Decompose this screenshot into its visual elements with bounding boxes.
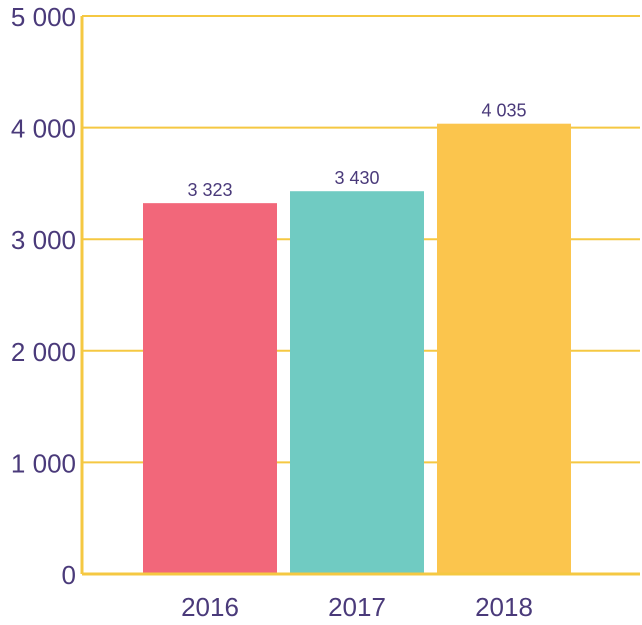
bar-2018	[437, 123, 571, 574]
x-tick-label-2016: 2016	[181, 592, 239, 622]
data-label-2018: 4 035	[481, 101, 526, 121]
y-tick-label: 2 000	[11, 337, 76, 367]
x-tick-labels: 2016 2017 2018	[181, 592, 533, 622]
y-tick-label: 1 000	[11, 448, 76, 478]
bars	[143, 123, 571, 574]
y-tick-label: 0	[62, 560, 76, 590]
x-tick-label-2017: 2017	[328, 592, 386, 622]
y-tick-label: 3 000	[11, 225, 76, 255]
axes	[80, 16, 640, 576]
data-labels: 3 323 3 430 4 035	[187, 101, 526, 200]
y-tick-label: 5 000	[11, 2, 76, 32]
y-tick-label: 4 000	[11, 114, 76, 144]
data-label-2017: 3 430	[334, 168, 379, 188]
x-tick-label-2018: 2018	[475, 592, 533, 622]
y-tick-labels: 0 1 000 2 000 3 000 4 000 5 000	[11, 2, 76, 590]
data-label-2016: 3 323	[187, 180, 232, 200]
bar-2016	[143, 203, 277, 574]
bar-2017	[290, 191, 424, 574]
